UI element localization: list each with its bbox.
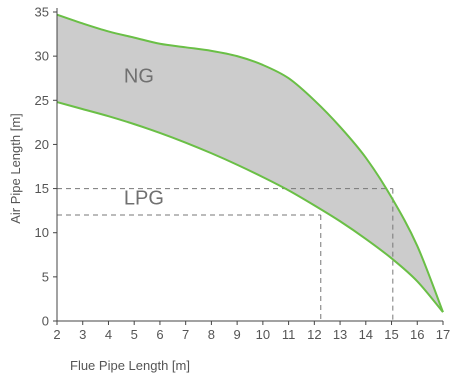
- x-tick-label-11: 11: [282, 327, 296, 342]
- x-tick-label-12: 12: [307, 327, 321, 342]
- x-tick-label-16: 16: [410, 327, 424, 342]
- x-axis-label: Flue Pipe Length [m]: [70, 358, 190, 373]
- x-tick-label-13: 13: [333, 327, 347, 342]
- x-tick-label-7: 7: [182, 327, 189, 342]
- x-tick-label-2: 2: [53, 327, 60, 342]
- x-tick-label-15: 15: [384, 327, 398, 342]
- upper-boundary-line: [56, 13, 444, 313]
- x-tick-label-6: 6: [156, 327, 163, 342]
- y-tick-label-25: 25: [35, 93, 49, 108]
- region-label-lpg: LPG: [124, 187, 164, 209]
- y-tick-label-10: 10: [35, 225, 49, 240]
- y-axis-label: Air Pipe Length [m]: [8, 113, 23, 224]
- y-tick-label-15: 15: [35, 181, 49, 196]
- axes: 0 5 10 15 20 25 30 35 2 3 4 5 6 7 8 9 10 11 12 13 14 15 16 17: [35, 5, 451, 343]
- plot-area: NG LPG: [56, 13, 444, 321]
- x-tick-label-14: 14: [359, 327, 373, 342]
- y-tick-label-0: 0: [42, 314, 49, 329]
- ng-lpg-region-fill: [57, 14, 443, 313]
- x-tick-label-10: 10: [256, 327, 270, 342]
- x-tick-label-5: 5: [131, 327, 138, 342]
- x-tick-label-3: 3: [79, 327, 86, 342]
- y-tick-label-30: 30: [35, 49, 49, 64]
- y-tick-label-35: 35: [35, 5, 49, 20]
- y-tick-label-5: 5: [42, 269, 49, 284]
- x-tick-label-9: 9: [234, 327, 241, 342]
- x-tick-label-8: 8: [208, 327, 215, 342]
- x-tick-label-4: 4: [105, 327, 112, 342]
- region-label-ng: NG: [124, 66, 154, 88]
- x-tick-label-17: 17: [436, 327, 450, 342]
- y-tick-label-20: 20: [35, 137, 49, 152]
- lower-boundary-line: [56, 101, 444, 313]
